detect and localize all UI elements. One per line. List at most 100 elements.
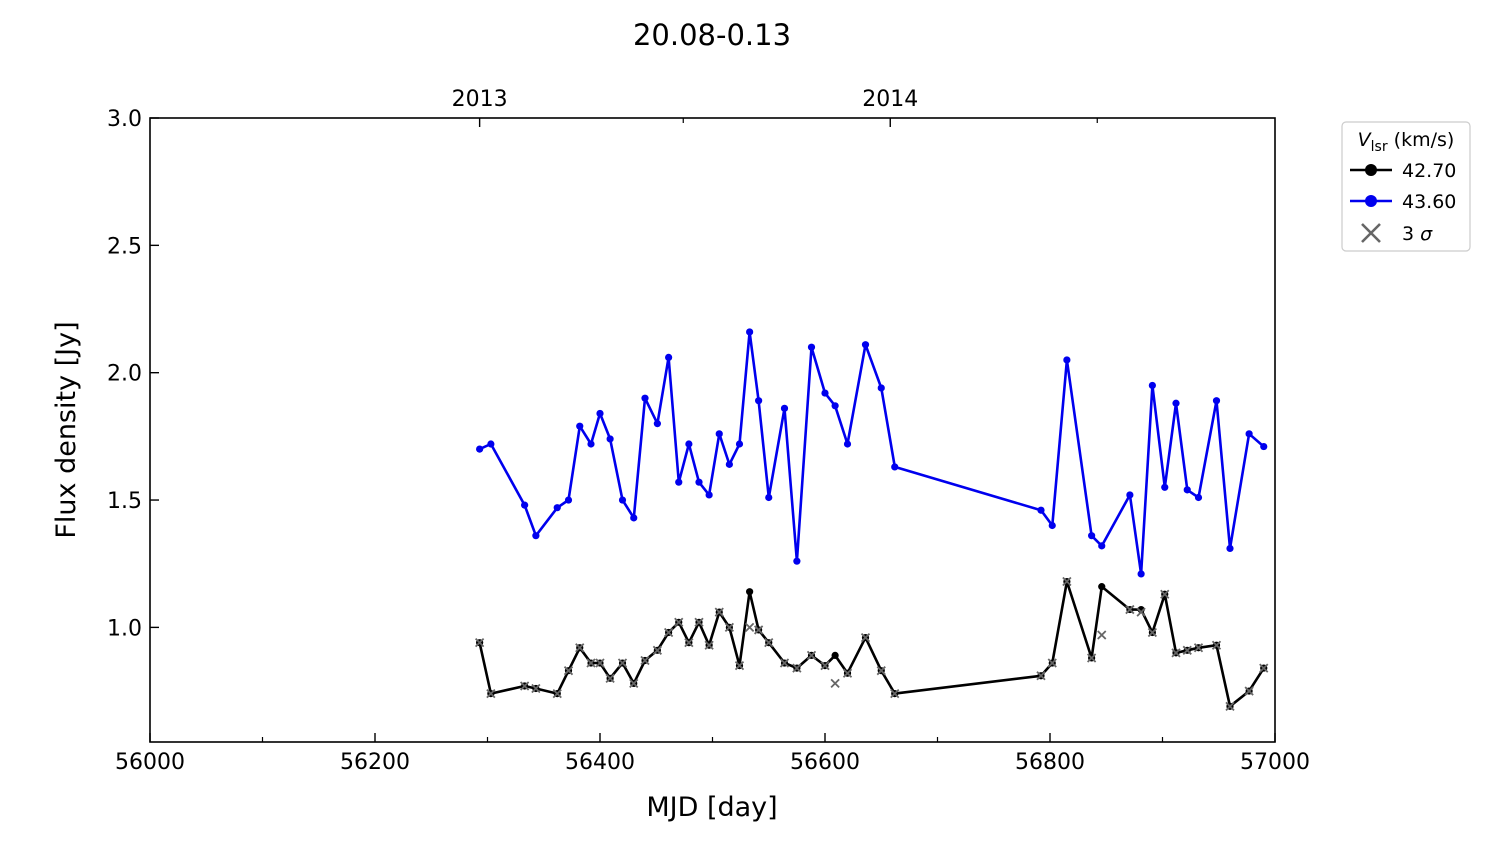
legend: Vlsr (km/s) 42.70 43.60 3 σ bbox=[1341, 121, 1471, 252]
series-line bbox=[479, 330, 1265, 576]
data-point-3sigma bbox=[629, 678, 639, 689]
y-axis-title: Flux density [Jy] bbox=[51, 321, 82, 538]
data-point bbox=[685, 440, 693, 448]
data-point bbox=[1126, 491, 1134, 499]
legend-marker-3sigma bbox=[1361, 223, 1381, 243]
data-point bbox=[1226, 544, 1234, 553]
plot-area: 56000 56200 56400 56600 56800 57000 2013 2014 1.… bbox=[107, 87, 1310, 775]
data-point-3sigma bbox=[1097, 630, 1107, 640]
data-point-3sigma bbox=[519, 681, 530, 691]
data-point bbox=[861, 341, 870, 349]
data-point bbox=[653, 420, 661, 428]
legend-frame bbox=[1341, 121, 1471, 252]
data-point-3sigma bbox=[820, 660, 830, 671]
data-point bbox=[1148, 381, 1156, 390]
data-point-3sigma bbox=[1211, 640, 1222, 650]
data-point-3sigma bbox=[595, 658, 605, 668]
data-point bbox=[891, 463, 899, 471]
data-point-3sigma bbox=[724, 622, 735, 633]
legend-entries: 42.70 43.60 3 σ bbox=[1350, 160, 1456, 245]
data-point bbox=[1260, 442, 1268, 451]
legend-label: 3 σ bbox=[1402, 223, 1433, 245]
data-point-3sigma bbox=[652, 645, 663, 655]
data-point-3sigma bbox=[704, 640, 714, 650]
data-point-3sigma bbox=[830, 678, 840, 689]
data-point-3sigma bbox=[474, 638, 485, 648]
data-point-3sigma bbox=[1047, 658, 1057, 668]
data-point bbox=[1212, 397, 1221, 405]
x-tick-label: 56000 bbox=[115, 750, 185, 775]
data-point bbox=[877, 384, 885, 392]
data-point-3sigma bbox=[792, 663, 802, 673]
data-point-3sigma bbox=[714, 607, 724, 617]
data-point bbox=[725, 460, 733, 468]
x-tick-label: 56800 bbox=[1015, 750, 1085, 775]
series-42-70 bbox=[476, 577, 1268, 710]
series-3sigma-markers bbox=[474, 576, 1269, 711]
data-point-3sigma bbox=[1160, 589, 1170, 599]
data-point bbox=[564, 496, 573, 504]
data-point bbox=[831, 402, 839, 410]
data-point-3sigma bbox=[1225, 701, 1235, 711]
data-point-3sigma bbox=[1259, 663, 1269, 673]
data-point bbox=[843, 440, 852, 448]
data-point-3sigma bbox=[890, 688, 900, 699]
data-point-3sigma bbox=[605, 673, 615, 683]
data-point bbox=[476, 445, 484, 453]
data-point bbox=[1194, 493, 1203, 502]
data-point bbox=[553, 504, 561, 512]
data-point-3sigma bbox=[684, 638, 694, 648]
data-point bbox=[755, 397, 763, 405]
legend-marker bbox=[1365, 164, 1377, 176]
data-point-3sigma bbox=[1086, 653, 1097, 663]
series-43-60 bbox=[476, 328, 1268, 578]
x-axis-title: MJD [day] bbox=[646, 792, 777, 823]
data-point-3sigma bbox=[663, 627, 674, 638]
data-point-3sigma bbox=[779, 658, 790, 668]
data-point-3sigma bbox=[734, 660, 745, 671]
data-point-3sigma bbox=[764, 638, 774, 648]
data-point bbox=[1245, 430, 1253, 438]
data-point bbox=[807, 343, 816, 351]
y-tick-label: 2.0 bbox=[107, 362, 142, 387]
data-point bbox=[1088, 532, 1096, 540]
data-point bbox=[1048, 521, 1056, 530]
data-point-3sigma bbox=[806, 650, 817, 661]
x-tick-label: 57000 bbox=[1240, 750, 1310, 775]
data-point-3sigma bbox=[1147, 627, 1158, 638]
data-point bbox=[1063, 356, 1071, 364]
data-point bbox=[695, 478, 703, 486]
data-point bbox=[606, 435, 614, 443]
x-tick-label: 56400 bbox=[565, 750, 635, 775]
y-tick-label: 3.0 bbox=[107, 107, 142, 132]
chart-title: 20.08-0.13 bbox=[633, 18, 791, 52]
data-point-3sigma bbox=[1062, 576, 1072, 587]
data-point bbox=[746, 328, 754, 336]
data-point-3sigma bbox=[1244, 686, 1254, 696]
data-point-3sigma bbox=[575, 643, 585, 653]
data-point-3sigma bbox=[1182, 645, 1192, 655]
legend-label: 42.70 bbox=[1402, 160, 1456, 182]
data-point bbox=[1098, 583, 1106, 591]
data-point bbox=[576, 422, 584, 430]
x-tick-label: 56600 bbox=[790, 750, 860, 775]
data-point bbox=[735, 440, 744, 448]
data-point-3sigma bbox=[563, 666, 574, 676]
data-point-3sigma bbox=[1171, 648, 1181, 658]
data-point bbox=[1161, 483, 1169, 491]
data-point-3sigma bbox=[1036, 671, 1046, 681]
data-point bbox=[1098, 542, 1106, 550]
data-point-3sigma bbox=[860, 632, 871, 643]
series-line bbox=[478, 580, 1265, 708]
y-tick-label: 2.5 bbox=[107, 234, 142, 259]
data-point-3sigma bbox=[674, 617, 684, 627]
data-point bbox=[665, 353, 673, 362]
data-point-3sigma bbox=[486, 688, 496, 699]
data-point bbox=[1183, 486, 1191, 494]
top-axis-tick-label: 2013 bbox=[452, 87, 508, 112]
data-point bbox=[765, 493, 773, 502]
data-point-3sigma bbox=[842, 668, 853, 678]
data-point bbox=[596, 409, 604, 418]
data-point-3sigma bbox=[1193, 643, 1204, 653]
